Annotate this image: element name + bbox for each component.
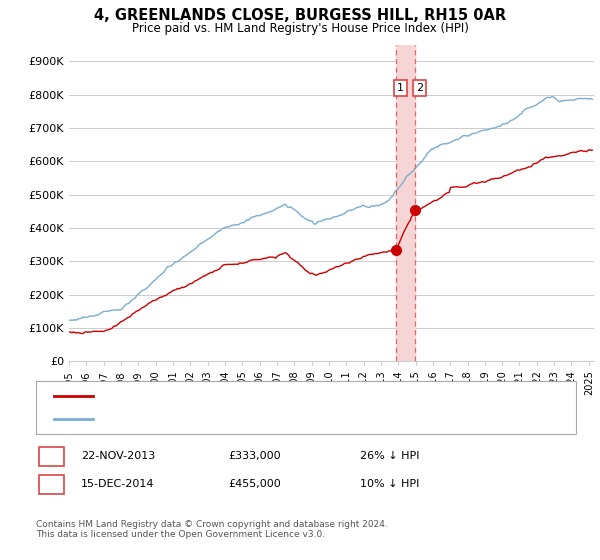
Text: 2: 2 [48, 479, 55, 489]
Text: 1: 1 [397, 83, 404, 93]
Text: 4, GREENLANDS CLOSE, BURGESS HILL, RH15 0AR (detached house): 4, GREENLANDS CLOSE, BURGESS HILL, RH15 … [99, 391, 436, 401]
Text: 10% ↓ HPI: 10% ↓ HPI [360, 479, 419, 489]
Text: 15-DEC-2014: 15-DEC-2014 [81, 479, 155, 489]
Text: £455,000: £455,000 [228, 479, 281, 489]
Text: 1: 1 [48, 451, 55, 461]
Text: 2: 2 [416, 83, 423, 93]
Text: 26% ↓ HPI: 26% ↓ HPI [360, 451, 419, 461]
Text: Contains HM Land Registry data © Crown copyright and database right 2024.
This d: Contains HM Land Registry data © Crown c… [36, 520, 388, 539]
Text: Price paid vs. HM Land Registry's House Price Index (HPI): Price paid vs. HM Land Registry's House … [131, 22, 469, 35]
Text: 4, GREENLANDS CLOSE, BURGESS HILL, RH15 0AR: 4, GREENLANDS CLOSE, BURGESS HILL, RH15 … [94, 8, 506, 24]
Text: 22-NOV-2013: 22-NOV-2013 [81, 451, 155, 461]
Text: £333,000: £333,000 [228, 451, 281, 461]
Bar [396, 45, 415, 361]
Text: HPI: Average price, detached house, Mid Sussex: HPI: Average price, detached house, Mid … [99, 414, 335, 424]
